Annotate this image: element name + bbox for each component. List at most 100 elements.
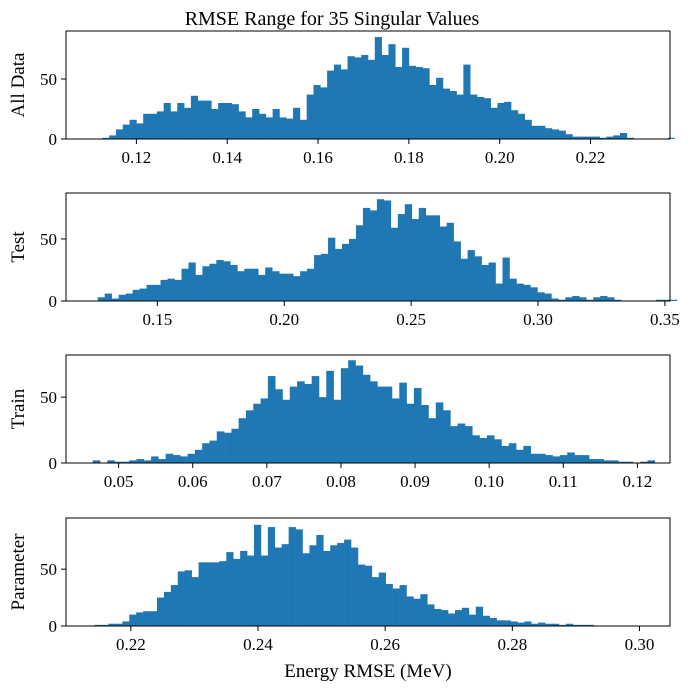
histogram-bar: [180, 456, 188, 463]
histogram-bar: [552, 623, 560, 626]
histogram-bar: [425, 215, 434, 301]
histogram-bar: [614, 299, 622, 301]
histogram-bar: [370, 381, 378, 463]
histogram-bar: [153, 284, 161, 301]
panel-train: 0.05 0.06 0.07 0.08 0.09 0.10 0.11 0.12 0 50 Train: [8, 354, 671, 491]
histogram-bar: [122, 124, 130, 139]
histogram-bar: [281, 544, 289, 626]
histogram-bar: [453, 241, 461, 301]
histogram-bar: [293, 107, 301, 139]
histogram-bar: [204, 100, 212, 139]
all-data-x-tick-label: 0.16: [303, 148, 333, 167]
histogram-bar: [309, 545, 317, 626]
histogram-bar: [579, 297, 587, 301]
histogram-bar: [136, 123, 144, 139]
histogram-bar: [656, 299, 664, 301]
histogram-bar: [237, 271, 245, 301]
histogram-bar: [481, 265, 489, 301]
train-x-tick-label: 0.07: [252, 472, 282, 491]
histogram-bar: [523, 445, 531, 463]
histogram-bar: [272, 271, 280, 301]
histogram-bar: [321, 253, 329, 301]
histogram-bar: [523, 284, 531, 301]
histogram-bar: [150, 113, 158, 139]
parameter-axes-frame: [65, 517, 671, 627]
histogram-bar: [335, 248, 343, 301]
histogram-bar: [361, 55, 369, 139]
histogram-bar: [369, 210, 378, 301]
histogram-bar: [102, 137, 110, 139]
histogram-bar: [347, 56, 355, 140]
histogram-bar: [502, 257, 510, 301]
histogram-bar: [323, 550, 331, 626]
histogram-bar: [107, 460, 115, 463]
histogram-bar: [340, 368, 349, 463]
parameter-x-tick-label: 0.28: [497, 635, 527, 654]
histogram-bar: [579, 136, 587, 139]
histogram-bar: [371, 577, 380, 626]
histogram-bar: [508, 443, 517, 463]
train-y-axis-title: Train: [8, 388, 29, 429]
histogram-bar: [190, 95, 198, 139]
histogram-bar: [504, 101, 512, 139]
histogram-bar: [92, 460, 101, 463]
histogram-bar: [429, 85, 437, 139]
histogram-bar: [181, 268, 189, 301]
histogram-bar: [293, 276, 301, 301]
histogram-bar: [475, 606, 483, 626]
train-x-tick-label: 0.10: [474, 472, 504, 491]
histogram-bar: [463, 64, 471, 139]
chart-title: RMSE Range for 35 Singular Values: [185, 8, 480, 30]
histogram-bar: [404, 204, 413, 301]
histogram-bar: [476, 97, 485, 139]
histogram-bar: [470, 94, 478, 139]
histogram-bar: [397, 214, 406, 301]
histogram-bar: [238, 111, 246, 139]
histogram-bar: [187, 453, 196, 463]
histogram-bar: [143, 611, 151, 626]
histogram-bar: [537, 453, 546, 463]
all-data-x-tick-label: 0.14: [212, 148, 242, 167]
histogram-bar: [333, 399, 342, 463]
train-y-tick-label: 50: [40, 388, 57, 407]
histogram-bar: [364, 565, 373, 626]
histogram-bar: [348, 360, 356, 463]
histogram-bar: [150, 611, 158, 626]
histogram-bar: [449, 91, 457, 139]
histogram-bar: [383, 200, 392, 301]
histogram-bar: [486, 435, 495, 463]
histogram-bar: [253, 403, 261, 463]
histogram-bar: [596, 459, 604, 463]
histogram-bar: [177, 103, 185, 139]
histogram-bar: [318, 397, 327, 463]
test-x-tick-label: 0.35: [650, 310, 680, 329]
histogram-bar: [579, 624, 587, 626]
histogram-bar: [565, 297, 573, 301]
histogram-bar: [275, 389, 283, 463]
histogram-bar: [385, 583, 393, 626]
histogram-bar: [517, 622, 525, 626]
histogram-bar: [670, 299, 678, 301]
all-data-x-tick-label: 0.18: [394, 148, 424, 167]
histogram-bar: [441, 610, 449, 626]
histogram-bar: [446, 222, 454, 301]
histogram-bar: [435, 402, 444, 463]
histogram-bar: [282, 399, 291, 463]
histogram-bar: [456, 94, 464, 139]
histogram-bar: [626, 137, 634, 139]
histogram-bar: [538, 622, 546, 626]
histogram-bar: [260, 555, 269, 626]
all-data-axes-frame: [65, 30, 671, 140]
histogram-bar: [114, 461, 123, 463]
histogram-bar: [304, 383, 312, 463]
histogram-bar: [585, 136, 594, 139]
parameter-y-tick-label: 50: [40, 560, 57, 579]
train-x-tick-label: 0.05: [104, 472, 134, 491]
all-data-x-tick-label: 0.22: [576, 148, 606, 167]
histogram-bar: [160, 279, 168, 301]
histogram-bar: [390, 227, 399, 301]
histogram-bar: [94, 624, 102, 626]
histogram-bar: [530, 453, 539, 463]
histogram-bar: [545, 128, 553, 139]
train-bars: [92, 360, 656, 463]
